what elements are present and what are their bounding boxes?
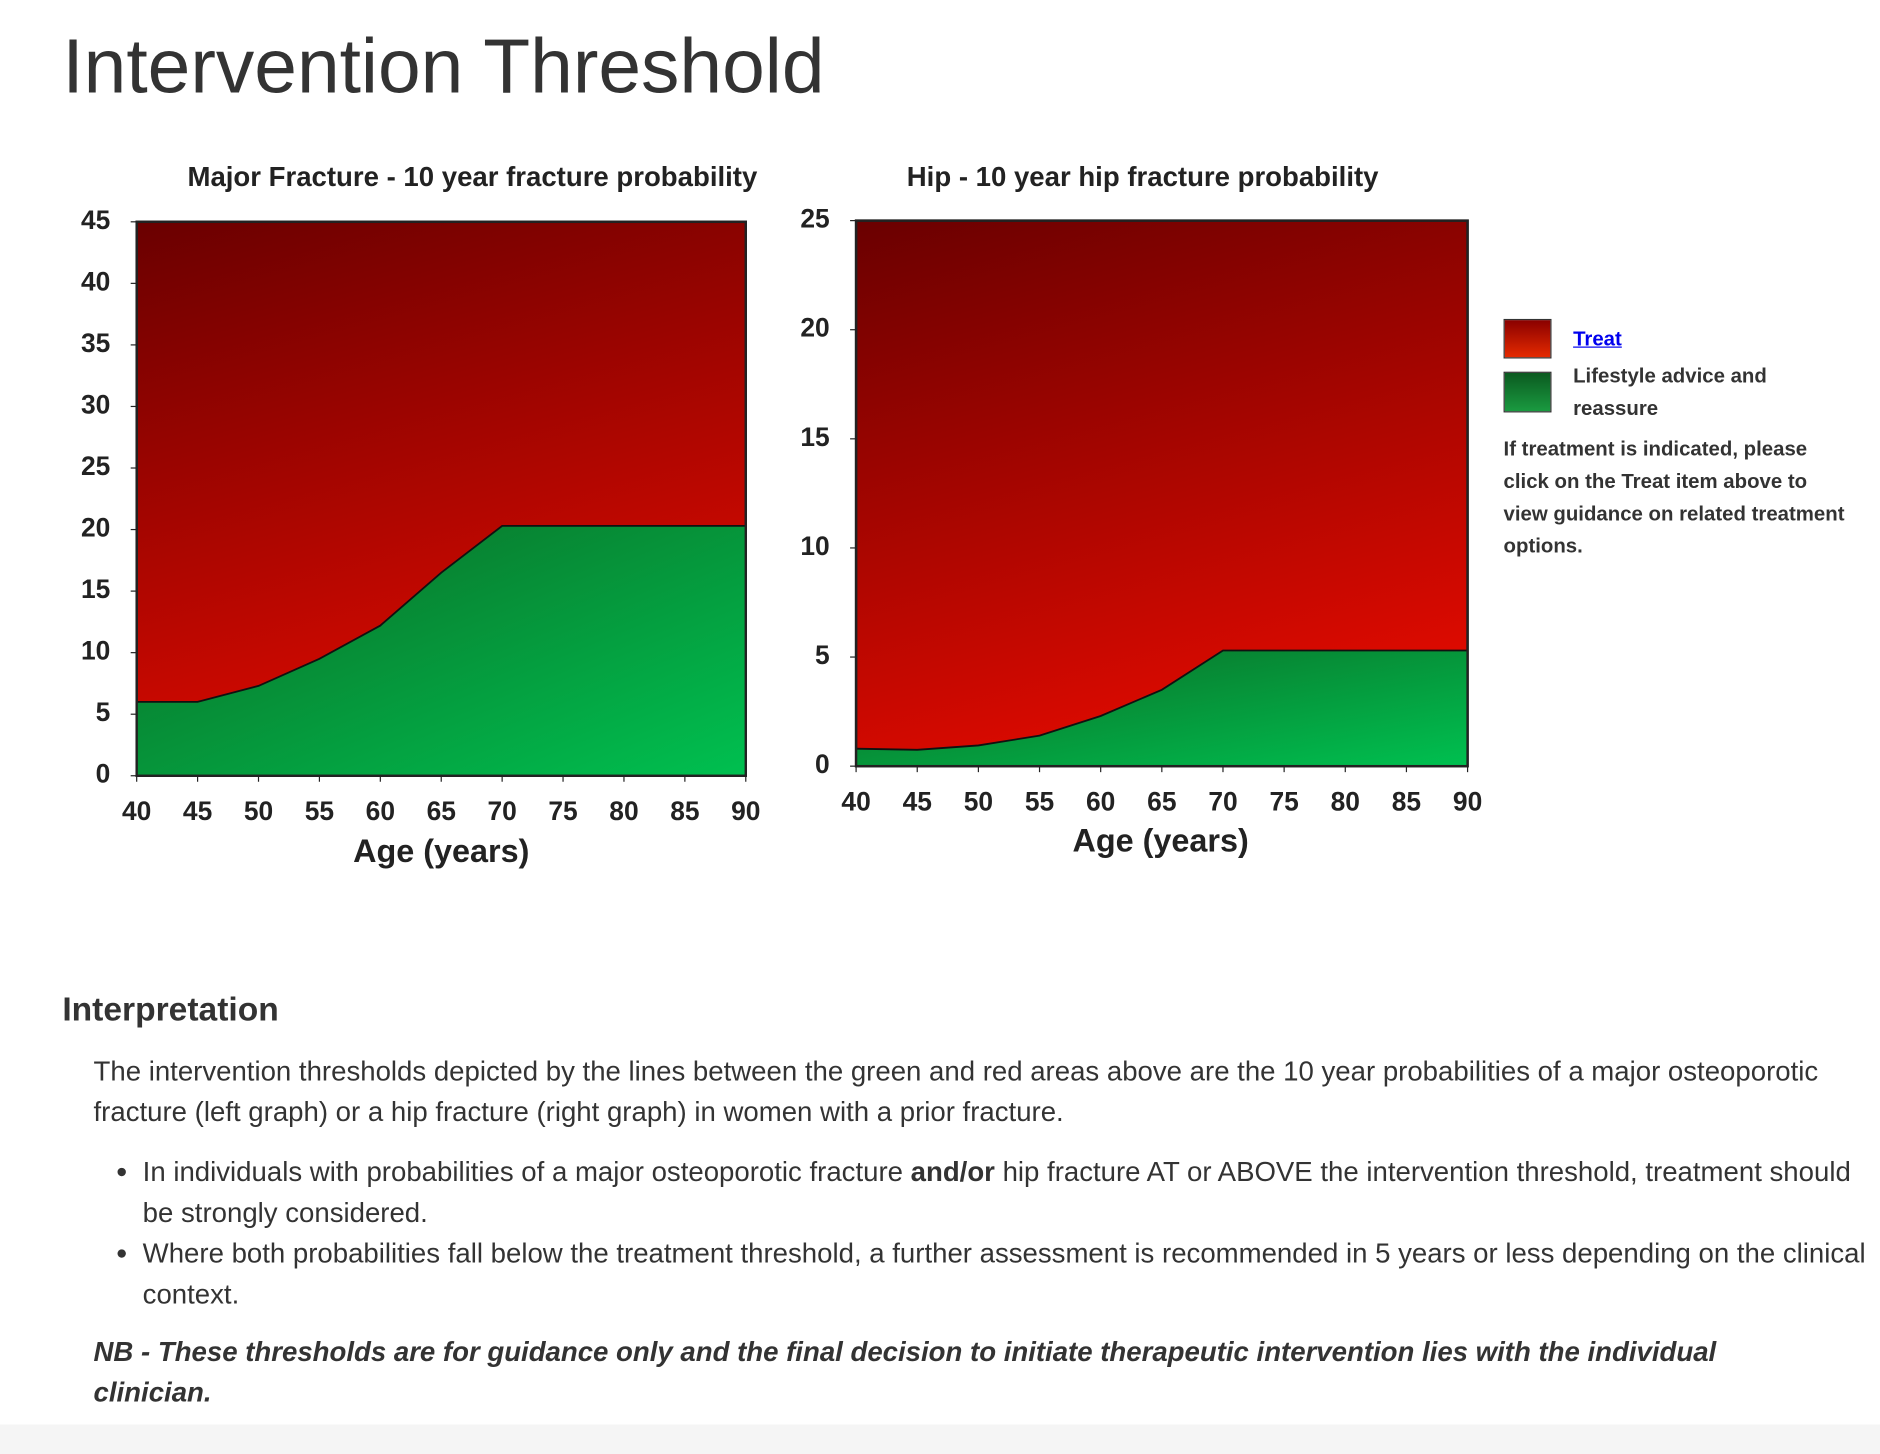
text-bold: and/or	[910, 1155, 995, 1188]
x-axis-label: Age (years)	[1072, 822, 1248, 858]
y-tick-label: 15	[800, 422, 829, 452]
x-tick-label: 75	[548, 796, 577, 826]
legend-swatch-lifestyle	[1503, 371, 1552, 413]
y-tick-label: 25	[81, 451, 110, 481]
x-tick-label: 80	[1331, 786, 1360, 816]
x-tick-label: 65	[1147, 786, 1176, 816]
y-tick-label: 5	[815, 640, 830, 670]
x-tick-label: 40	[122, 796, 151, 826]
y-tick-label: 0	[815, 749, 830, 779]
y-tick-label: 20	[81, 513, 110, 543]
interpretation-heading: Interpretation	[62, 990, 279, 1028]
y-tick-label: 5	[96, 697, 111, 727]
y-tick-label: 15	[81, 574, 110, 604]
bullet: Where both probabilities fall below the …	[143, 1233, 1880, 1315]
bullet: In individuals with probabilities of a m…	[143, 1151, 1880, 1233]
x-axis-label: Age (years)	[353, 833, 529, 869]
page-title: Intervention Threshold	[62, 22, 825, 110]
x-tick-label: 70	[487, 796, 516, 826]
y-tick-label: 40	[81, 266, 110, 296]
footer-band	[0, 1424, 1880, 1454]
y-tick-label: 45	[81, 205, 110, 235]
interpretation-text: The intervention thresholds depicted by …	[93, 1055, 1819, 1128]
disclaimer: NB - These thresholds are for guidance o…	[93, 1335, 1717, 1408]
y-tick-label: 10	[800, 531, 829, 561]
x-tick-label: 90	[1453, 786, 1482, 816]
legend-lifestyle: Lifestyle advice and reassure	[1573, 364, 1767, 420]
x-tick-label: 40	[841, 786, 870, 816]
x-tick-label: 85	[670, 796, 699, 826]
x-tick-label: 80	[609, 796, 638, 826]
chart-title: Hip - 10 year hip fracture probability	[907, 161, 1379, 192]
x-tick-label: 45	[903, 786, 932, 816]
threshold-line	[856, 649, 1468, 751]
y-tick-label: 35	[81, 328, 110, 358]
text: hip fracture AT or ABOVE the interventio…	[142, 1155, 1851, 1228]
x-tick-label: 60	[1086, 786, 1115, 816]
x-tick-label: 65	[427, 796, 456, 826]
lifestyle-area	[136, 525, 746, 776]
threshold-line	[136, 524, 746, 703]
lifestyle-area	[856, 650, 1468, 767]
y-tick-label: 0	[96, 759, 111, 789]
legend-note: If treatment is indicated, please click …	[1503, 437, 1845, 558]
y-tick-label: 30	[81, 389, 110, 419]
x-tick-label: 50	[244, 796, 273, 826]
x-tick-label: 60	[366, 796, 395, 826]
text: In individuals with probabilities of a m…	[142, 1155, 911, 1188]
legend-swatch-treat	[1503, 318, 1552, 359]
interpretation-list: In individuals with probabilities of a m…	[94, 1151, 1880, 1314]
x-tick-label: 75	[1269, 786, 1298, 816]
chart-title: Major Fracture - 10 year fracture probab…	[187, 161, 757, 192]
x-tick-label: 45	[183, 796, 212, 826]
text: Where both probabilities fall below the …	[142, 1237, 1866, 1310]
y-tick-label: 10	[81, 636, 110, 666]
x-tick-label: 90	[731, 796, 760, 826]
y-tick-label: 25	[800, 204, 829, 234]
y-tick-label: 20	[800, 313, 829, 343]
x-tick-label: 55	[1025, 786, 1054, 816]
legend-treat-link[interactable]: Treat	[1573, 327, 1622, 351]
x-tick-label: 85	[1392, 786, 1421, 816]
x-tick-label: 55	[305, 796, 334, 826]
x-tick-label: 70	[1208, 786, 1237, 816]
x-tick-label: 50	[964, 786, 993, 816]
